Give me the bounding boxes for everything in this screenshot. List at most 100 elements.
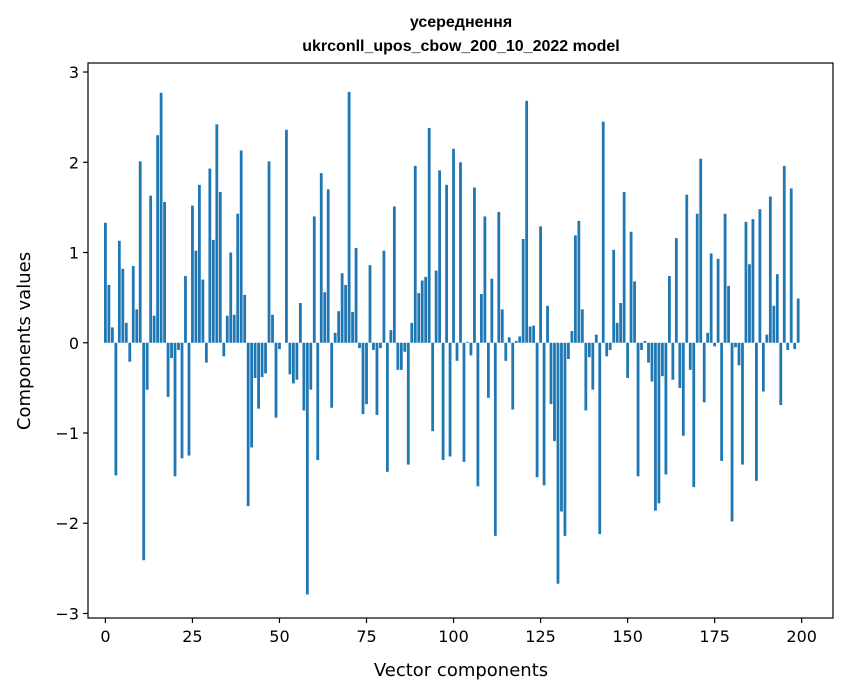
bar-162 xyxy=(667,275,671,343)
bar-110 xyxy=(486,342,490,398)
bar-144 xyxy=(605,342,609,357)
x-tick-label: 200 xyxy=(786,627,817,646)
bar-172 xyxy=(702,342,706,403)
bar-11 xyxy=(142,342,146,561)
bar-155 xyxy=(643,340,647,343)
y-tick-label: 1 xyxy=(69,244,79,263)
bar-33 xyxy=(218,192,222,343)
bar-18 xyxy=(166,342,170,397)
bar-135 xyxy=(573,235,577,343)
bar-94 xyxy=(431,342,435,432)
bar-106 xyxy=(473,187,476,343)
x-tick-label: 100 xyxy=(438,627,469,646)
x-tick-label: 175 xyxy=(699,627,730,646)
bar-145 xyxy=(608,342,612,350)
bar-75 xyxy=(365,342,368,405)
bar-43 xyxy=(253,342,257,378)
bar-188 xyxy=(758,209,762,343)
bar-125 xyxy=(539,226,542,343)
bar-147 xyxy=(615,322,619,343)
bar-69 xyxy=(344,285,348,343)
bar-97 xyxy=(441,342,445,461)
bar-30 xyxy=(208,168,212,343)
bar-35 xyxy=(225,315,229,343)
bar-131 xyxy=(560,342,563,512)
bar-103 xyxy=(462,342,466,462)
bar-91 xyxy=(420,280,424,343)
bar-119 xyxy=(518,336,522,343)
bar-19 xyxy=(170,342,173,359)
bar-17 xyxy=(163,201,166,343)
bar-128 xyxy=(549,342,553,405)
bars-group xyxy=(104,91,800,595)
bar-189 xyxy=(761,342,765,392)
bar-120 xyxy=(521,238,525,343)
x-tick-label: 25 xyxy=(182,627,202,646)
bar-182 xyxy=(737,342,741,366)
bar-136 xyxy=(577,220,581,343)
bar-178 xyxy=(723,213,727,343)
x-tick-label: 0 xyxy=(100,627,110,646)
x-tick-label: 50 xyxy=(269,627,289,646)
bar-62 xyxy=(319,173,323,343)
bar-83 xyxy=(392,206,396,343)
bar-84 xyxy=(396,342,400,370)
y-tick-label: −3 xyxy=(55,604,79,623)
y-tick-label: 2 xyxy=(69,153,79,172)
bar-191 xyxy=(768,196,772,343)
bar-2 xyxy=(110,327,114,343)
bar-102 xyxy=(459,162,462,343)
bar-174 xyxy=(709,253,713,343)
bar-186 xyxy=(751,219,755,343)
bar-160 xyxy=(661,342,664,377)
bar-166 xyxy=(681,342,685,436)
bar-165 xyxy=(678,342,682,388)
bar-164 xyxy=(674,238,678,343)
bar-70 xyxy=(347,91,351,343)
bar-134 xyxy=(570,331,574,343)
x-axis-label: Vector components xyxy=(374,660,548,681)
bar-156 xyxy=(647,342,650,363)
bar-105 xyxy=(469,342,473,356)
bar-88 xyxy=(410,322,414,343)
x-tick-label: 125 xyxy=(525,627,556,646)
bar-176 xyxy=(716,258,720,343)
bar-151 xyxy=(629,231,633,343)
bar-121 xyxy=(525,100,529,343)
plot-frame xyxy=(87,62,834,619)
bar-7 xyxy=(128,342,132,362)
bar-150 xyxy=(626,342,629,378)
bar-93 xyxy=(427,127,431,343)
bar-79 xyxy=(379,342,382,349)
bar-15 xyxy=(156,135,160,343)
bar-123 xyxy=(532,325,535,343)
bar-163 xyxy=(671,342,675,380)
bar-154 xyxy=(640,342,643,350)
bar-126 xyxy=(542,342,546,486)
bar-49 xyxy=(274,342,278,418)
bar-10 xyxy=(138,161,142,343)
bar-196 xyxy=(786,342,790,350)
bar-89 xyxy=(413,165,417,343)
bar-127 xyxy=(546,305,549,343)
bar-193 xyxy=(775,274,779,343)
bar-12 xyxy=(145,342,149,390)
bar-86 xyxy=(403,342,407,352)
bar-190 xyxy=(765,334,769,343)
bar-100 xyxy=(452,148,455,343)
bar-46 xyxy=(264,342,267,374)
bar-60 xyxy=(312,216,316,343)
bar-107 xyxy=(476,342,480,487)
bar-152 xyxy=(633,281,636,343)
bar-47 xyxy=(267,161,271,343)
bar-68 xyxy=(340,273,344,343)
bar-181 xyxy=(734,342,737,348)
bar-56 xyxy=(298,303,302,343)
bar-146 xyxy=(612,249,616,343)
bar-3 xyxy=(114,342,118,476)
bar-36 xyxy=(229,252,233,343)
bar-38 xyxy=(236,213,240,343)
y-tick-label: −2 xyxy=(55,514,79,533)
x-tick-label: 150 xyxy=(612,627,643,646)
